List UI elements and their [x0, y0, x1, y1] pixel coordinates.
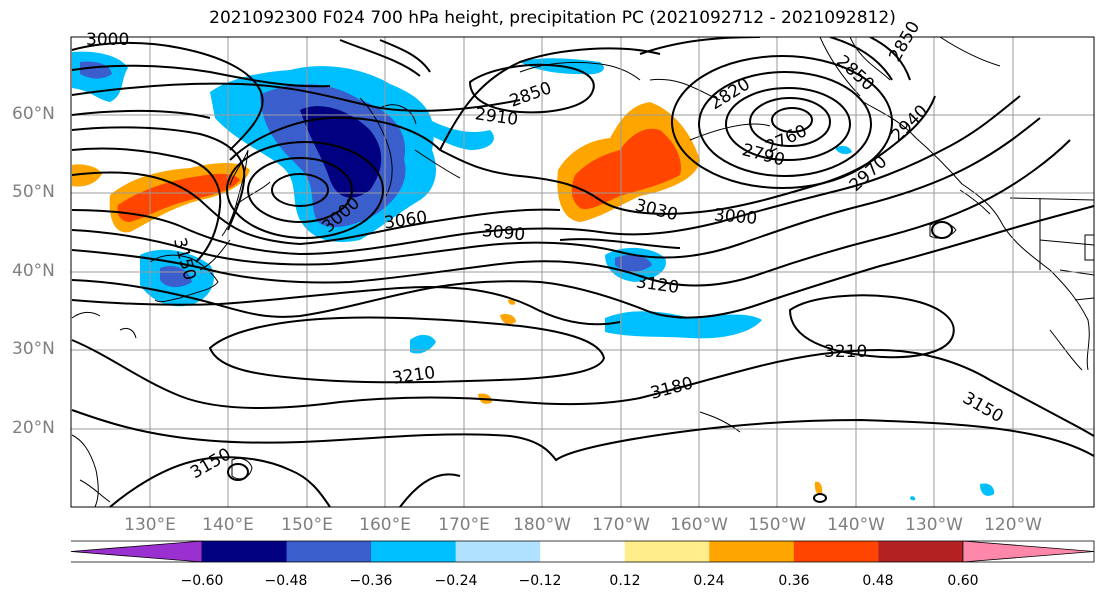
colorbar-extend-high	[962, 540, 1095, 563]
colorbar-tick-label: −0.60	[180, 573, 224, 589]
lon-label: 160°W	[670, 515, 728, 535]
colorbar-tick-label: −0.12	[518, 573, 562, 589]
contour-label: 3030	[633, 195, 680, 225]
contour-label: 3180	[648, 373, 695, 404]
lat-label: 30°N	[12, 339, 55, 359]
contour-label: 3000	[713, 205, 758, 229]
contour-label: 3090	[481, 221, 526, 245]
colorbar-extend-low	[70, 540, 203, 563]
colorbar-swatch	[793, 541, 879, 562]
colorbar-tick-label: 0.24	[693, 573, 725, 589]
lon-label: 170°E	[438, 515, 490, 535]
lon-label: 160°E	[359, 515, 411, 535]
lon-label: 120°W	[984, 515, 1042, 535]
height-contours	[71, 37, 1094, 507]
contour-label: 3210	[391, 363, 437, 389]
colorbar-swatch	[878, 541, 964, 562]
lat-label: 60°N	[12, 104, 55, 124]
lon-label: 180°W	[513, 515, 571, 535]
colorbar-swatch	[371, 541, 457, 562]
colorbar-swatch	[286, 541, 372, 562]
contour-label: 2940	[887, 101, 932, 146]
colorbar-tick-label: 0.12	[609, 573, 641, 589]
lon-label: 140°W	[827, 515, 885, 535]
colorbar-swatch	[709, 541, 795, 562]
colorbar-tick-label: 0.60	[947, 573, 979, 589]
contour-label: 3120	[635, 272, 681, 298]
lon-label: 130°E	[124, 515, 176, 535]
colorbar-swatch	[624, 541, 710, 562]
contour-label: 2820	[706, 74, 753, 114]
lon-label: 150°E	[281, 515, 333, 535]
colorbar-tick-label: −0.36	[349, 573, 393, 589]
colorbar	[70, 540, 1095, 563]
contour-label: 2970	[846, 152, 892, 196]
colorbar-tick-label: 0.48	[862, 573, 894, 589]
colorbar-tick-label: 0.36	[778, 573, 810, 589]
lat-label: 50°N	[12, 182, 55, 202]
lat-label: 40°N	[12, 261, 55, 281]
lon-label: 170°W	[592, 515, 650, 535]
colorbar-swatch	[455, 541, 541, 562]
colorbar-tick-label: −0.24	[434, 573, 478, 589]
lon-label: 130°W	[905, 515, 963, 535]
map-title: 2021092300 F024 700 hPa height, precipit…	[209, 8, 896, 28]
colorbar-tick-label: −0.48	[264, 573, 308, 589]
map-frame	[70, 36, 1095, 508]
contour-label: 2850	[885, 18, 924, 65]
lon-label: 150°W	[748, 515, 806, 535]
contour-label: 3150	[959, 388, 1006, 427]
contour-label: 2850	[507, 78, 554, 112]
colorbar-swatch	[202, 541, 288, 562]
colorbar-swatch	[540, 541, 626, 562]
contour-label: 3210	[824, 342, 867, 362]
lon-label: 140°E	[202, 515, 254, 535]
lat-label: 20°N	[12, 418, 55, 438]
contour-label: 3000	[86, 30, 129, 50]
graticule	[71, 37, 1094, 507]
